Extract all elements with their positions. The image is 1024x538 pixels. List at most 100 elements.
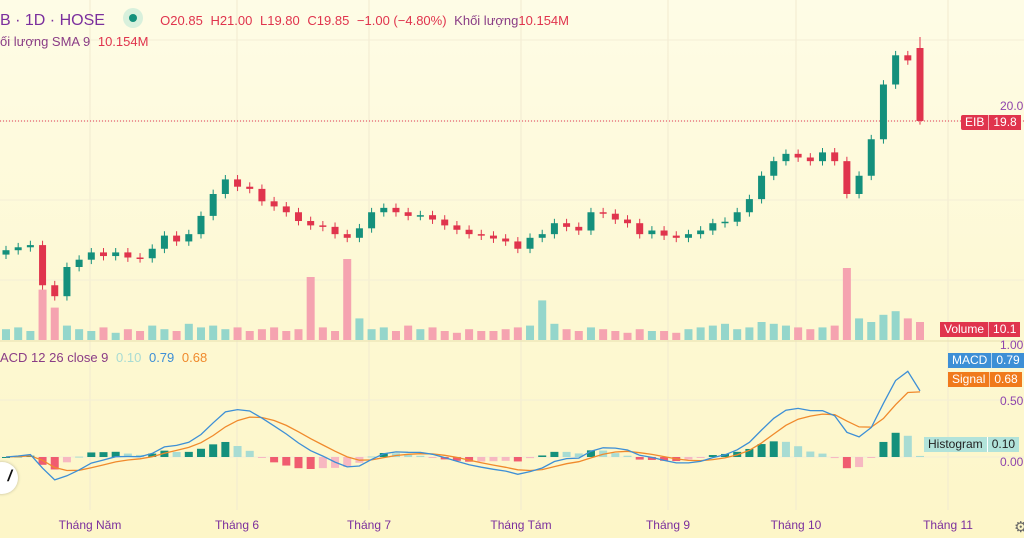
volume-sma-value: 10.154M [97,34,149,49]
volume-bar [611,331,620,340]
signal-tag-label: Signal [952,372,986,386]
volume-bar [526,325,535,340]
candle-body [843,161,851,194]
candle-body [26,245,34,248]
grid-lines [0,0,1024,510]
histogram-bar [842,457,851,469]
histogram-bar [477,457,486,462]
histogram-bar [50,457,59,470]
volume-label: Khối lượng [454,13,519,28]
histogram-bar [867,457,876,458]
histogram-bar [513,457,522,462]
candle-body [758,175,766,200]
volume-bar [806,329,815,340]
histogram-bar [136,454,145,457]
histogram-bar [404,454,413,457]
volume-bar [318,327,327,340]
volume-bar [379,327,388,340]
candle-body [855,175,863,194]
histogram-bar [465,457,474,462]
volume-bar [355,318,364,340]
volume-bar [696,327,705,340]
symbol-label[interactable]: B · 1D · HOSE [0,12,105,29]
volume-bar [123,329,132,340]
volume-bar [879,314,888,340]
volume-sma-legend[interactable]: ối lượng SMA 9 10.154M [0,34,152,49]
volume-tag-label: Volume [944,322,985,336]
time-axis-label: Tháng 10 [770,518,822,532]
macd-tag: MACD 0.79 [948,353,1024,368]
volume-bar [794,327,803,340]
tradingview-logo[interactable]: / [0,462,18,494]
candle-body [14,247,22,251]
histogram-bar [452,457,461,461]
volume-bar [440,331,449,340]
candle-body [465,229,473,235]
histogram-tag-label: Histogram [928,437,983,451]
volume-bar [452,332,461,340]
price-tag-symbol: EIB [965,115,985,129]
volume-bar [209,325,218,340]
candle-body [368,212,376,229]
histogram-bar [489,457,498,462]
macd-legend-label: ACD 12 26 close 9 [0,350,109,365]
candle-body [160,235,168,249]
macd-axis-1: 1.00 [1000,338,1024,352]
volume-tag: Volume 10.1 [940,322,1021,337]
candle-body [453,225,461,230]
candle-body [660,230,668,236]
candle-body [477,234,485,236]
histogram-bar [781,441,790,457]
settings-gear-icon[interactable]: ⚙ [1014,519,1024,536]
time-axis-label: Tháng Tám [490,518,552,532]
time-axis-label: Tháng 7 [346,518,392,532]
time-axis-label: Tháng Năm [58,518,122,532]
candle-body [697,230,705,235]
last-price-tag: EIB 19.8 [961,115,1021,130]
histogram-bar [818,453,827,457]
candle-body [148,248,156,259]
candle-body [550,223,558,235]
histogram-bar [696,457,705,458]
signal-line [5,391,921,472]
candle-body [672,235,680,238]
volume-bar [550,323,559,340]
volume-bar [623,332,632,340]
candle-body [2,250,10,255]
volume-bar [465,329,474,340]
volume-bar [221,329,230,340]
macd-tag-label: MACD [952,353,988,367]
volume-bar [477,331,486,340]
open-value: O20.85 [160,13,203,28]
volume-bar [87,331,96,340]
histogram-bar [721,453,730,457]
histogram-bar [233,445,242,457]
macd-legend[interactable]: ACD 12 26 close 9 0.10 0.79 0.68 [0,350,211,365]
volume-bar [294,329,303,340]
histogram-bar [306,457,315,470]
candle-body [246,186,254,189]
candle-body [624,219,632,224]
candle-body [441,219,449,226]
candle-body [319,225,327,227]
volume-bar [538,300,547,340]
volume-bar [184,323,193,340]
candle-body [39,245,47,286]
volume-bar [501,329,510,340]
volume-bar [647,331,656,340]
histogram-bar [891,432,900,457]
histogram-bar [538,455,547,457]
volume-sma-label: ối lượng SMA 9 [0,34,91,49]
symbol-legend: B · 1D · HOSE O20.85 H21.00 L19.80 C19.8… [0,8,573,30]
market-status-dot[interactable] [122,8,143,28]
volume-bar [160,329,169,340]
volume-bar [38,289,47,340]
volume-bar [489,331,498,340]
candles [2,37,924,301]
candle-body [745,199,753,213]
volume-bar [745,327,754,340]
histogram-bar [428,457,437,458]
volume-bar [404,325,413,340]
candle-body [355,228,363,238]
